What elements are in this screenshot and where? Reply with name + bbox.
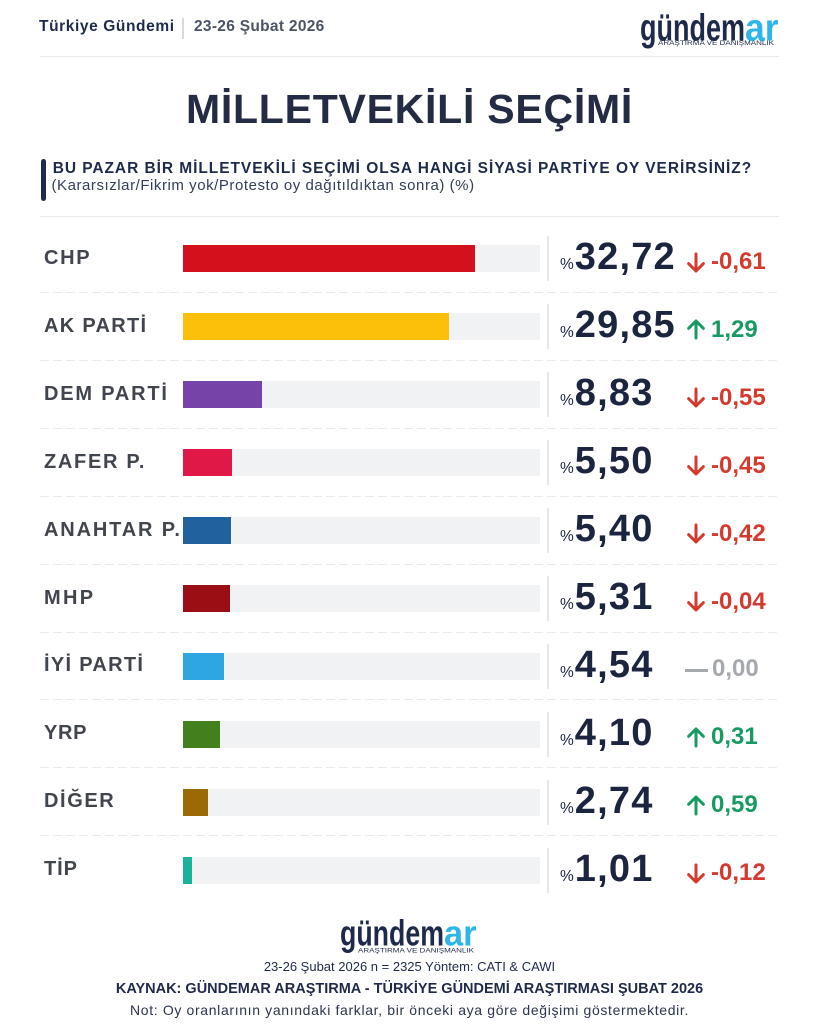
svg-text:ar: ar [745, 8, 779, 50]
svg-text:gündem: gündem [340, 915, 444, 954]
svg-text:gündem: gündem [640, 8, 745, 50]
svg-text:ARAŞTIRMA VE DANIŞMANLIK: ARAŞTIRMA VE DANIŞMANLIK [658, 40, 775, 47]
svg-text:ARAŞTIRMA VE DANIŞMANLIK: ARAŞTIRMA VE DANIŞMANLIK [358, 947, 475, 954]
svg-text:ar: ar [444, 915, 477, 954]
